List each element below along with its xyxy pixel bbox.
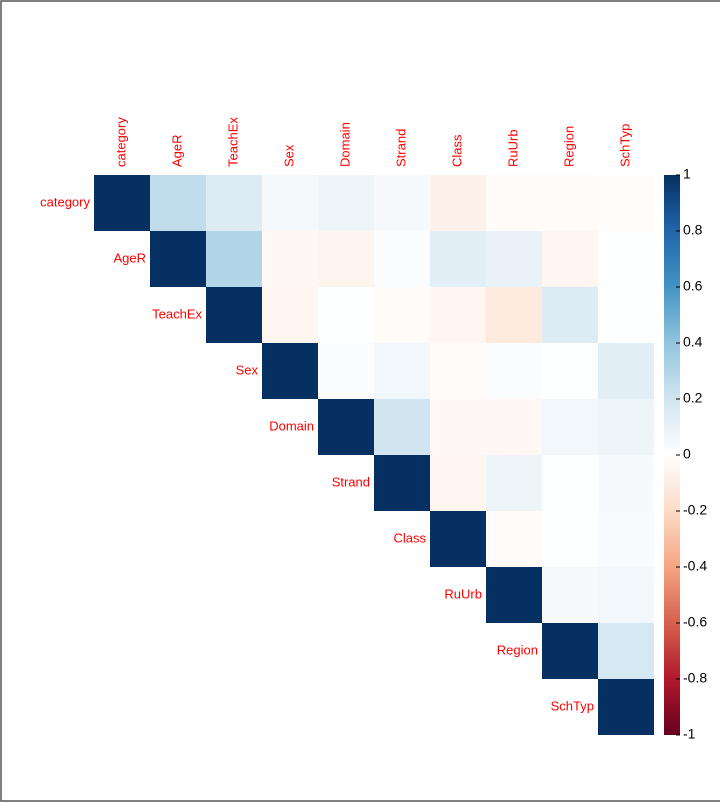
cell bbox=[430, 231, 486, 287]
colorbar-tick-label: 0.6 bbox=[683, 278, 703, 294]
cell bbox=[486, 343, 542, 399]
column-label: SchTyp bbox=[617, 124, 632, 167]
cell bbox=[430, 175, 486, 231]
cell bbox=[598, 175, 654, 231]
colorbar bbox=[664, 175, 680, 735]
colorbar-tick-label: -0.6 bbox=[683, 614, 707, 630]
column-label: AgeR bbox=[169, 134, 184, 167]
colorbar-tick-label: -0.2 bbox=[683, 502, 707, 518]
colorbar-tick-label: -1 bbox=[683, 726, 696, 742]
colorbar-tick-label: 0.8 bbox=[683, 222, 703, 238]
cell bbox=[542, 287, 598, 343]
cell bbox=[262, 175, 318, 231]
colorbar-tick-label: 0 bbox=[683, 446, 691, 462]
cell bbox=[598, 343, 654, 399]
cell bbox=[374, 231, 430, 287]
cell bbox=[486, 287, 542, 343]
cell bbox=[542, 455, 598, 511]
colorbar-tick-label: 1 bbox=[683, 166, 691, 182]
cell bbox=[486, 511, 542, 567]
cell bbox=[598, 399, 654, 455]
row-label: category bbox=[40, 194, 90, 209]
cell bbox=[262, 343, 318, 399]
cell bbox=[430, 287, 486, 343]
cell bbox=[206, 231, 262, 287]
cell bbox=[542, 175, 598, 231]
cell bbox=[430, 511, 486, 567]
row-label: TeachEx bbox=[152, 306, 202, 321]
cell bbox=[542, 343, 598, 399]
row-label: RuUrb bbox=[444, 586, 482, 601]
cell bbox=[542, 623, 598, 679]
cell bbox=[262, 231, 318, 287]
column-label: Strand bbox=[393, 129, 408, 167]
cell bbox=[374, 287, 430, 343]
row-label: Domain bbox=[269, 418, 314, 433]
cell bbox=[598, 231, 654, 287]
cell bbox=[374, 343, 430, 399]
colorbar-tick-label: 0.4 bbox=[683, 334, 703, 350]
cell bbox=[598, 679, 654, 735]
cell bbox=[150, 231, 206, 287]
colorbar-tick-label: -0.4 bbox=[683, 558, 707, 574]
row-label: AgeR bbox=[113, 250, 146, 265]
cell bbox=[542, 567, 598, 623]
column-label: Region bbox=[561, 126, 576, 167]
column-label: Sex bbox=[281, 144, 296, 167]
cell bbox=[486, 455, 542, 511]
cell bbox=[598, 623, 654, 679]
cell bbox=[206, 287, 262, 343]
cell bbox=[206, 175, 262, 231]
cell bbox=[374, 399, 430, 455]
row-label: SchTyp bbox=[551, 698, 594, 713]
cell bbox=[486, 231, 542, 287]
row-label: Sex bbox=[236, 362, 259, 377]
cell bbox=[94, 175, 150, 231]
cell bbox=[542, 399, 598, 455]
column-label: TeachEx bbox=[225, 117, 240, 167]
cell bbox=[374, 455, 430, 511]
cell bbox=[318, 343, 374, 399]
cell bbox=[598, 287, 654, 343]
row-label: Class bbox=[393, 530, 426, 545]
column-label: Domain bbox=[337, 122, 352, 167]
cell bbox=[430, 399, 486, 455]
cell bbox=[598, 567, 654, 623]
column-label: Class bbox=[449, 134, 464, 167]
cell bbox=[598, 455, 654, 511]
cell bbox=[318, 399, 374, 455]
cell bbox=[318, 287, 374, 343]
cell bbox=[486, 567, 542, 623]
column-label: category bbox=[113, 117, 128, 167]
cell bbox=[374, 175, 430, 231]
colorbar-tick-label: -0.8 bbox=[683, 670, 707, 686]
cell bbox=[318, 175, 374, 231]
cell bbox=[542, 231, 598, 287]
row-label: Strand bbox=[332, 474, 370, 489]
cell bbox=[318, 231, 374, 287]
column-label: RuUrb bbox=[505, 129, 520, 167]
cell bbox=[486, 175, 542, 231]
colorbar-tick-label: 0.2 bbox=[683, 390, 703, 406]
cell bbox=[486, 399, 542, 455]
cell bbox=[598, 511, 654, 567]
cell bbox=[542, 511, 598, 567]
cell bbox=[430, 343, 486, 399]
cell bbox=[150, 175, 206, 231]
cell bbox=[262, 287, 318, 343]
cell bbox=[430, 455, 486, 511]
row-label: Region bbox=[497, 642, 538, 657]
